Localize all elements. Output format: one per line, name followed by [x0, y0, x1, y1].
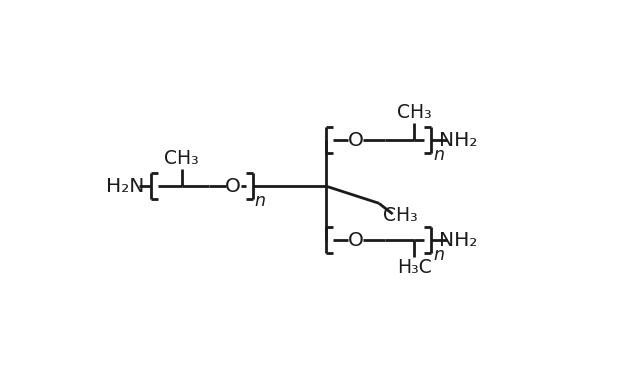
Text: O: O [225, 177, 241, 196]
Text: O: O [348, 131, 364, 150]
Text: CH₃: CH₃ [164, 149, 199, 168]
Text: CH₃: CH₃ [397, 103, 431, 122]
Text: n: n [433, 146, 444, 164]
Text: NH₂: NH₂ [439, 131, 477, 150]
Text: H₂N: H₂N [106, 177, 145, 196]
Text: NH₂: NH₂ [439, 231, 477, 250]
Text: n: n [433, 246, 444, 264]
Text: O: O [348, 231, 364, 250]
Text: CH₃: CH₃ [383, 206, 418, 225]
Text: n: n [255, 192, 266, 210]
Text: H₃C: H₃C [397, 258, 431, 277]
